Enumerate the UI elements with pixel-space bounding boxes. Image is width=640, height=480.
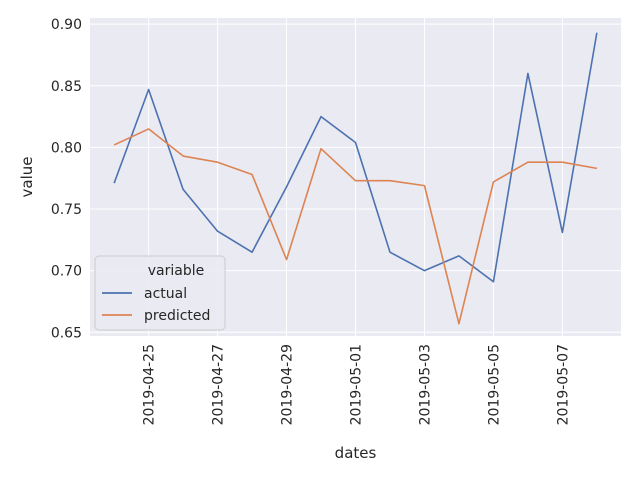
legend-title: variable	[148, 263, 204, 279]
y-tick-labels: 0.65 0.70 0.75 0.80 0.85 0.90	[51, 17, 82, 341]
x-tick-label: 2019-05-03	[417, 344, 433, 425]
x-axis-label: dates	[335, 444, 377, 462]
legend-box	[94, 255, 226, 331]
series-line-predicted	[113, 128, 598, 325]
legend: variable actual predicted	[94, 255, 226, 331]
x-tick-labels: 2019-04-25 2019-04-27 2019-04-29 2019-05-01…	[142, 344, 572, 425]
x-tick-label: 2019-05-07	[555, 344, 571, 425]
x-tick-label: 2019-05-05	[486, 344, 502, 425]
y-axis-label: value	[18, 157, 36, 198]
x-tick-label: 2019-04-27	[211, 344, 227, 425]
y-tick-label: 0.85	[51, 79, 82, 95]
gridlines	[90, 18, 621, 336]
x-tick-label: 2019-05-01	[349, 344, 365, 425]
x-tick-label: 2019-04-29	[280, 344, 296, 425]
series-lines	[113, 32, 598, 325]
y-tick-label: 0.75	[51, 202, 82, 218]
y-tick-label: 0.90	[51, 17, 82, 33]
series-line-actual	[113, 32, 598, 283]
legend-label-actual: actual	[144, 286, 187, 302]
x-tick-label: 2019-04-25	[142, 344, 158, 425]
y-tick-label: 0.80	[51, 140, 82, 156]
y-tick-label: 0.65	[51, 325, 82, 341]
legend-label-predicted: predicted	[144, 308, 210, 324]
y-tick-label: 0.70	[51, 264, 82, 280]
